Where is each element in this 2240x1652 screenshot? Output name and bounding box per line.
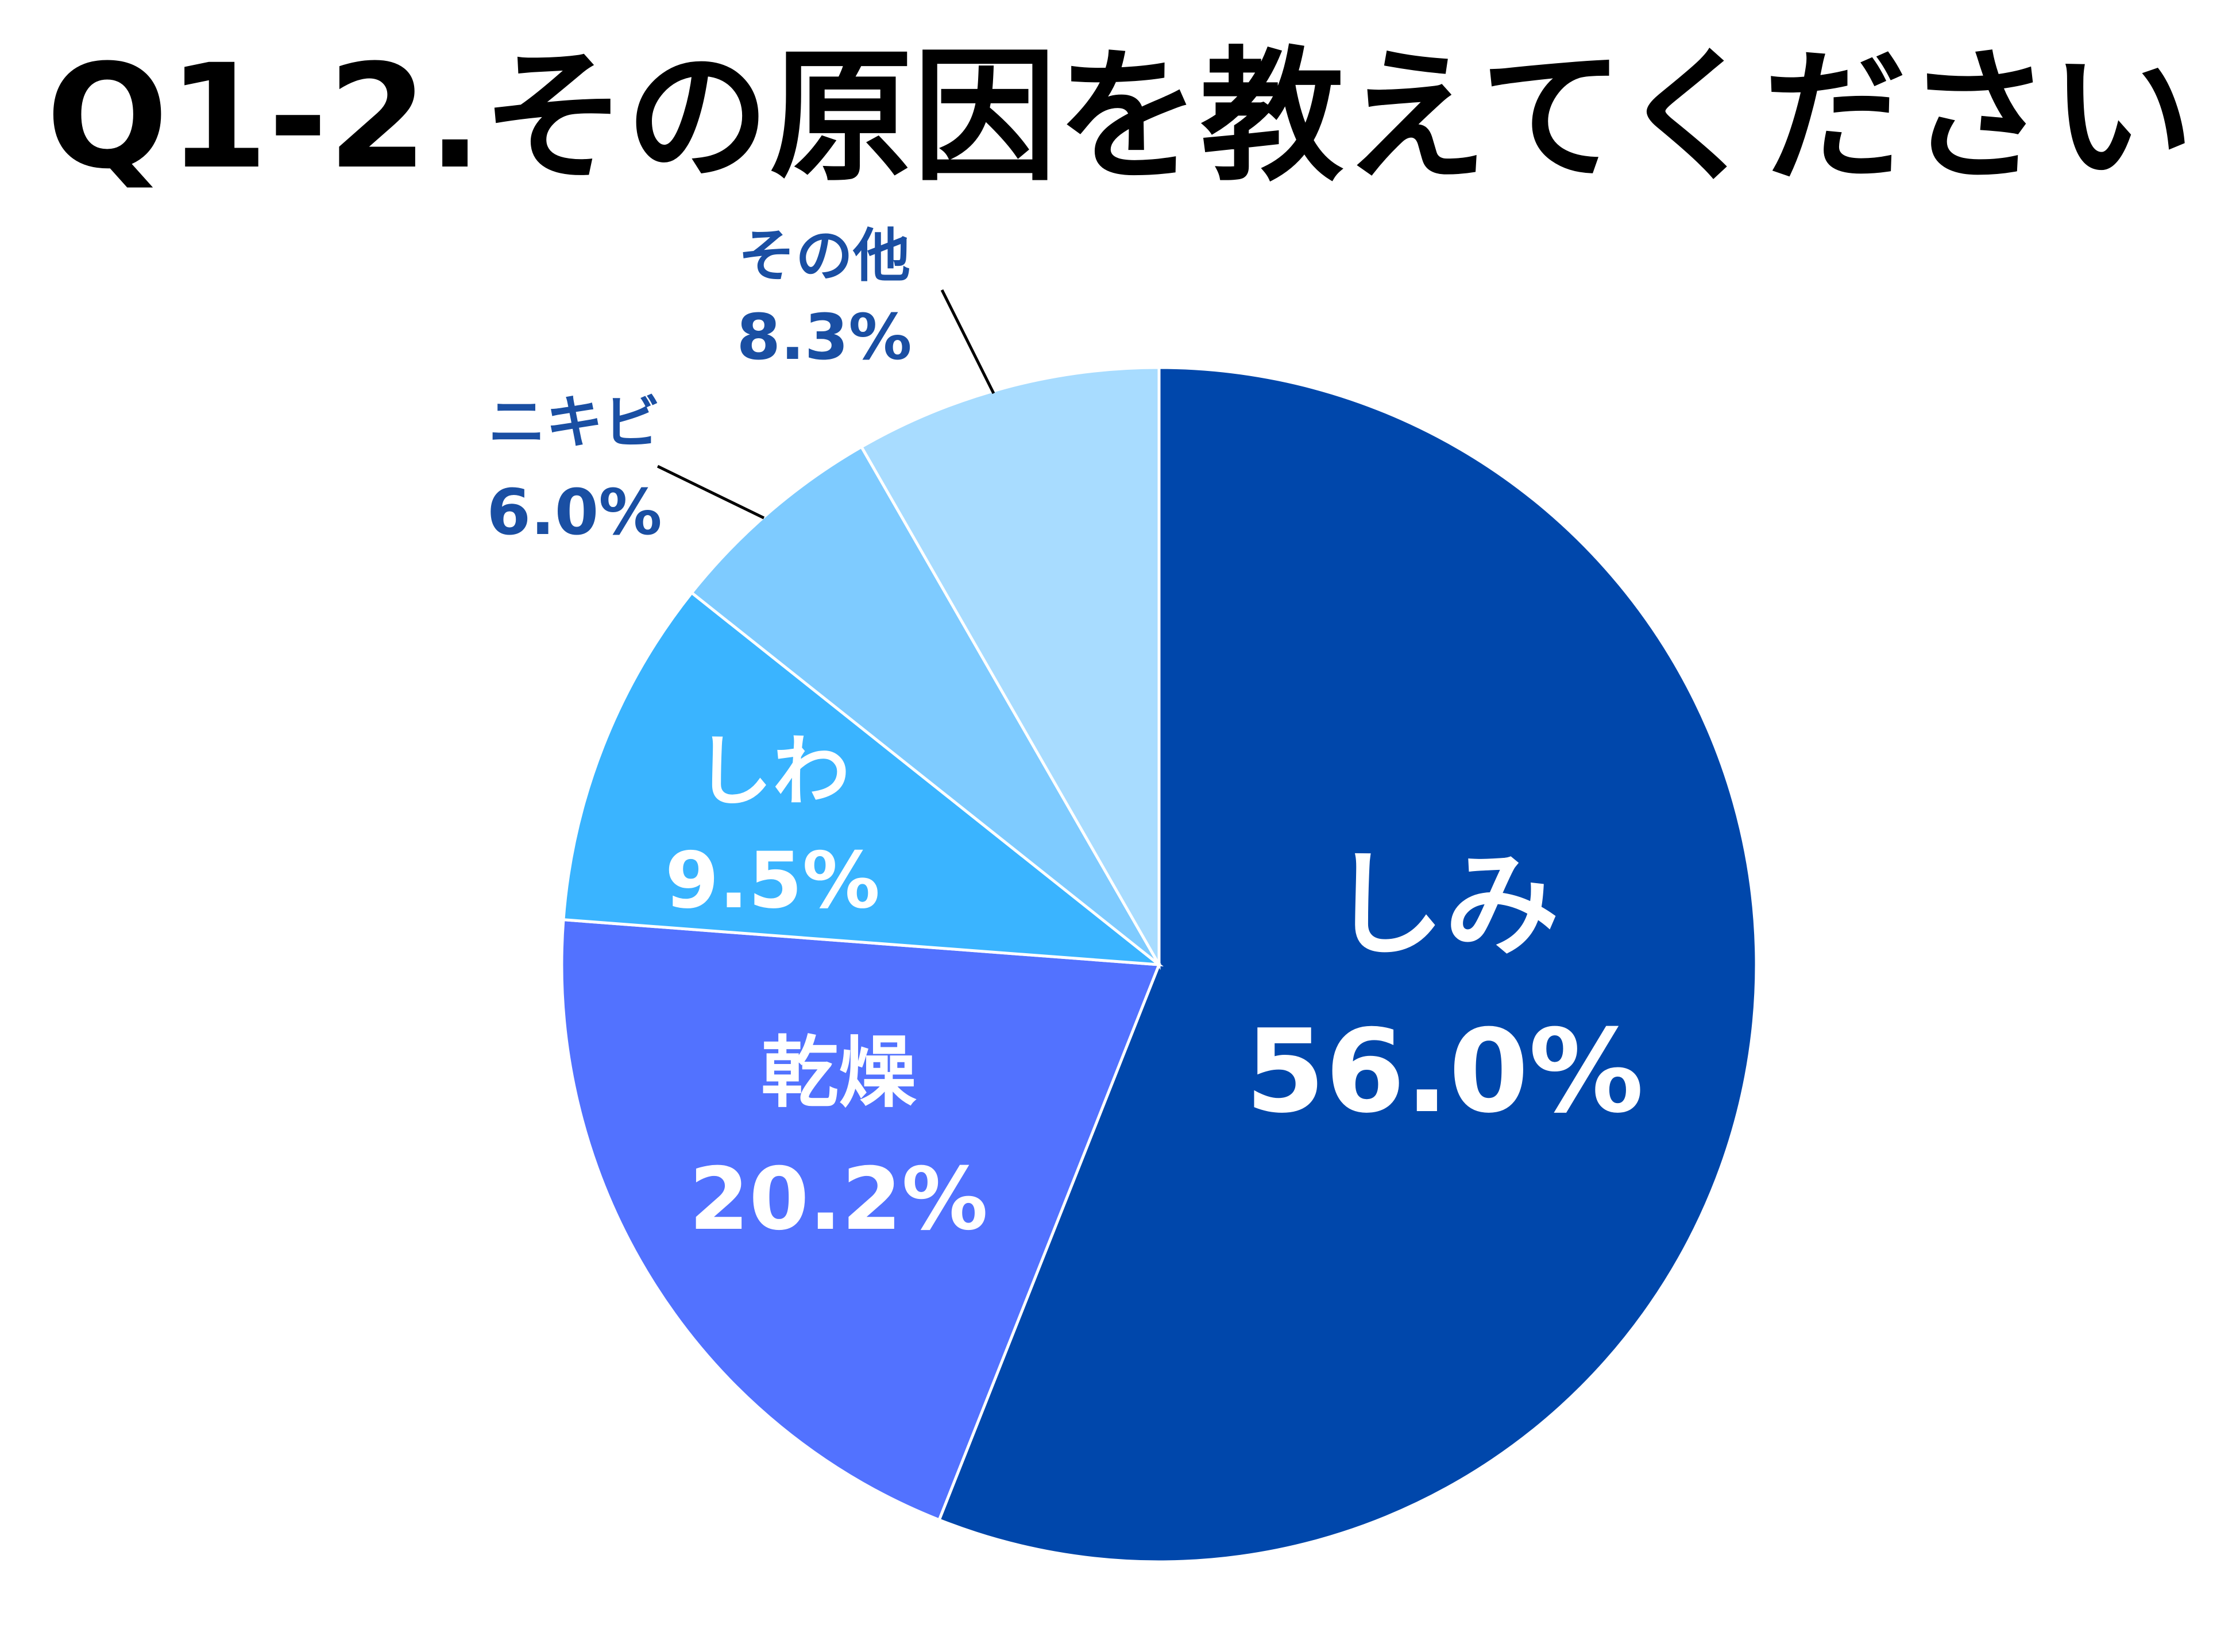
leader-line-nikibi xyxy=(656,465,765,520)
pie-slice-nikibi xyxy=(689,444,1161,966)
chart-title: Q1-2.その原因を教えてください xyxy=(46,33,2193,200)
slice-label-shiwa: しわ xyxy=(695,726,850,817)
slice-value-shiwa: 9.5% xyxy=(665,835,880,926)
slice-label-sonota: その他 xyxy=(738,222,910,289)
slice-value-sonota: 8.3% xyxy=(736,300,912,374)
slice-value-nikibi: 6.0% xyxy=(486,475,662,549)
leader-lines xyxy=(656,289,995,520)
pie-slice-shiwa xyxy=(562,590,1164,967)
pie-slice-shimi xyxy=(937,366,1758,1564)
pie-slice-kansou xyxy=(560,918,1161,1522)
leader-line-sonota xyxy=(940,289,995,394)
slice-value-kansou: 20.2% xyxy=(689,1150,988,1249)
slice-value-shimi: 56.0% xyxy=(1245,1005,1644,1139)
slice-label-shimi: しみ xyxy=(1330,838,1559,972)
pie-slices xyxy=(560,366,1758,1564)
slice-label-nikibi: ニキビ xyxy=(488,389,661,456)
slice-label-kansou: 乾燥 xyxy=(761,1028,917,1118)
pie-slice-sonota xyxy=(859,366,1161,970)
slice-labels: しみ 56.0% 乾燥 20.2% しわ 9.5% ニキビ 6.0% その他 8.3% xyxy=(486,222,1643,1249)
